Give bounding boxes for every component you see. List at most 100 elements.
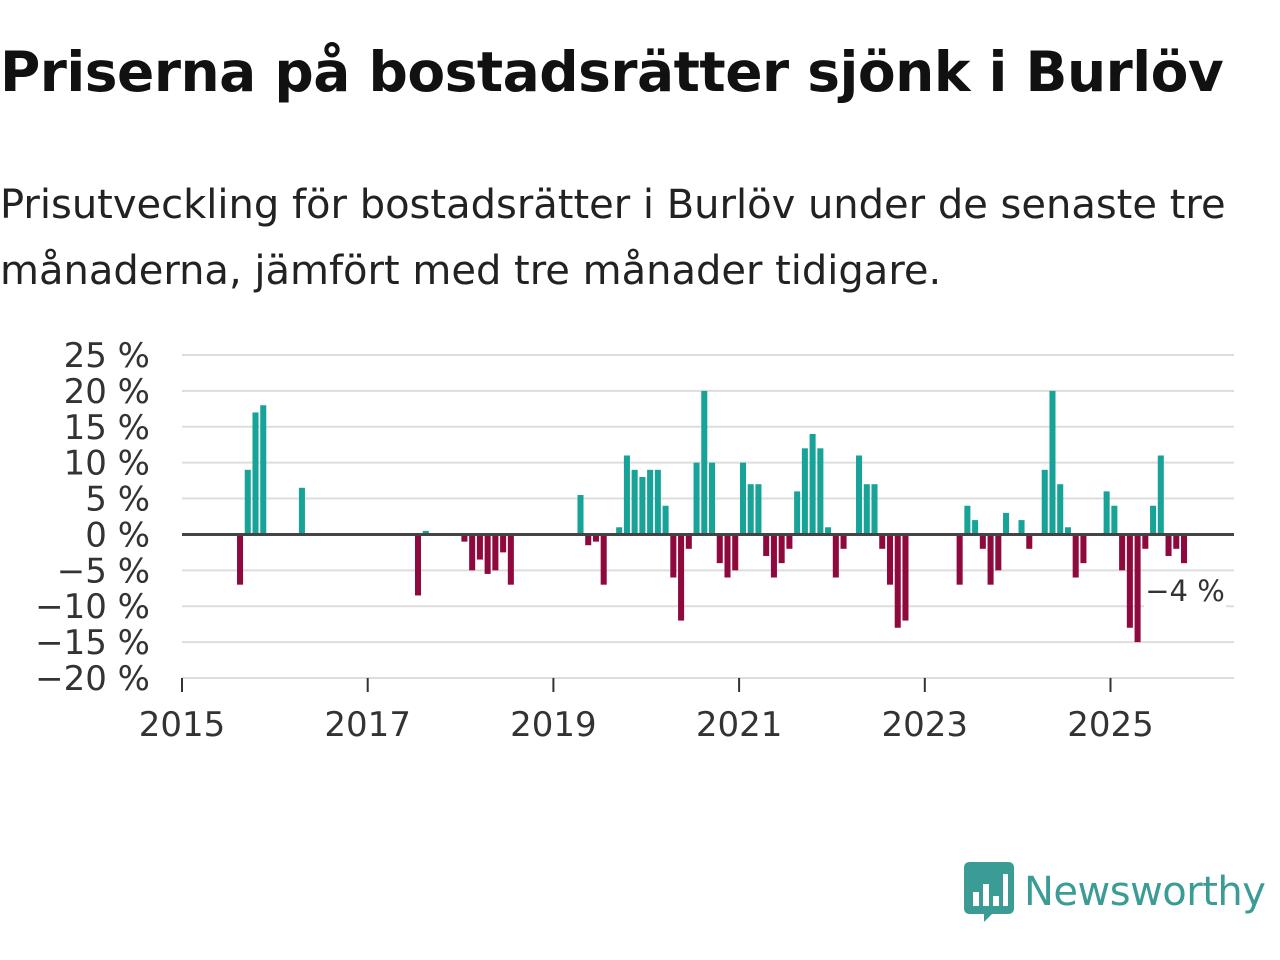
bar-2020-11 <box>724 534 731 578</box>
x-tick-label: 2021 <box>696 705 783 745</box>
bar-2023-09 <box>987 534 994 585</box>
y-tick-label: −5 % <box>57 551 150 591</box>
bar-2019-09 <box>616 527 623 535</box>
bar-2024-04 <box>1041 469 1048 535</box>
bar-2018-07 <box>507 534 514 585</box>
bar-2022-01 <box>832 534 839 578</box>
x-tick-label: 2015 <box>139 705 226 745</box>
y-tick-label: 10 % <box>64 444 150 484</box>
bar-2025-04 <box>1134 534 1141 643</box>
bar-2025-01 <box>1111 505 1118 535</box>
bar-2019-05 <box>585 534 592 546</box>
y-tick-label: 0 % <box>85 515 150 555</box>
bar-2021-06 <box>778 534 785 564</box>
bar-2023-05 <box>956 534 963 585</box>
bar-2015-09 <box>244 469 251 535</box>
newsworthy-chart-bubble-icon <box>964 862 1014 922</box>
bar-2020-07 <box>693 462 700 535</box>
bar-2024-09 <box>1080 534 1087 564</box>
bar-2025-10 <box>1181 534 1188 564</box>
bars <box>237 390 1188 643</box>
bar-2021-07 <box>786 534 793 549</box>
bar-2021-08 <box>794 491 801 535</box>
bar-2021-11 <box>817 448 824 535</box>
bar-2019-11 <box>631 469 638 535</box>
y-tick-label: 5 % <box>85 480 150 520</box>
gridlines <box>182 354 1234 679</box>
x-tick-label: 2019 <box>510 705 597 745</box>
bar-2024-05 <box>1049 390 1056 535</box>
bar-2024-01 <box>1018 520 1025 535</box>
bar-2021-01 <box>739 462 746 535</box>
bar-2015-11 <box>260 405 267 535</box>
bar-2025-07 <box>1157 455 1164 535</box>
bar-2018-04 <box>484 534 491 574</box>
x-tick-label: 2023 <box>882 705 969 745</box>
bar-2015-10 <box>252 412 259 535</box>
bar-2021-05 <box>770 534 777 578</box>
bar-2022-10 <box>902 534 909 621</box>
bar-2018-02 <box>469 534 476 571</box>
bar-2020-04 <box>670 534 677 578</box>
bar-2019-06 <box>592 534 599 542</box>
bar-2017-07 <box>414 534 422 596</box>
bar-2020-05 <box>678 534 685 621</box>
bar-2022-09 <box>894 534 901 628</box>
y-tick-label: −15 % <box>35 623 150 663</box>
bar-2025-08 <box>1165 534 1172 556</box>
bar-2015-08 <box>237 534 244 585</box>
bar-2018-01 <box>461 534 468 542</box>
bar-chart: 25 %20 %15 %10 %5 %0 %−5 %−10 %−15 %−20 … <box>35 336 1234 745</box>
newsworthy-logo: Newsworthy <box>964 862 1266 922</box>
bar-2021-09 <box>801 448 808 535</box>
bar-2018-06 <box>500 534 507 553</box>
bar-2020-02 <box>654 469 661 535</box>
chart-title: Priserna på bostadsrätter sjönk i Burlöv <box>0 40 1224 104</box>
y-tick-label: 20 % <box>64 372 150 412</box>
bar-2022-08 <box>886 534 894 585</box>
bar-2020-01 <box>647 469 654 535</box>
bar-2024-06 <box>1057 484 1064 535</box>
bar-2020-12 <box>732 534 739 571</box>
bar-2020-08 <box>701 390 708 535</box>
bar-2020-06 <box>685 534 692 549</box>
bar-2020-10 <box>716 534 723 564</box>
bar-2021-03 <box>755 484 762 535</box>
y-tick-label: 25 % <box>64 336 150 376</box>
bar-2018-05 <box>492 534 499 571</box>
bar-2018-03 <box>476 534 483 560</box>
bar-2021-12 <box>825 527 832 535</box>
axes <box>181 532 1234 692</box>
y-tick-label: −10 % <box>35 587 150 627</box>
bar-2019-12 <box>639 477 646 535</box>
bar-2021-04 <box>763 534 770 556</box>
bar-2019-07 <box>600 534 607 585</box>
last-value-annotation: −4 % <box>1145 574 1225 608</box>
bar-2020-03 <box>662 505 669 535</box>
bar-2016-04 <box>298 487 305 535</box>
bar-2020-09 <box>709 462 716 535</box>
bar-2024-08 <box>1072 534 1079 578</box>
bar-2022-04 <box>856 455 863 535</box>
y-tick-label: 15 % <box>64 408 150 448</box>
bar-2024-02 <box>1026 534 1033 549</box>
chart-subtitle: Prisutveckling för bostadsrätter i Burlö… <box>0 182 1226 294</box>
bar-2019-10 <box>623 455 630 535</box>
bar-2024-12 <box>1103 491 1110 535</box>
bar-2025-09 <box>1173 534 1180 549</box>
bar-2025-03 <box>1126 534 1133 628</box>
bar-2023-10 <box>995 534 1002 571</box>
bar-2023-07 <box>972 520 979 535</box>
bar-2022-05 <box>863 484 870 535</box>
bar-2025-05 <box>1142 534 1149 549</box>
y-tick-label: −20 % <box>35 659 150 699</box>
brand-name: Newsworthy <box>1024 869 1266 915</box>
bar-2025-02 <box>1119 534 1126 571</box>
bar-2022-02 <box>840 534 847 549</box>
annotation-background <box>1144 575 1227 612</box>
x-tick-label: 2025 <box>1067 705 1154 745</box>
x-tick-label: 2017 <box>324 705 411 745</box>
bar-2023-08 <box>979 534 986 549</box>
bar-2017-08 <box>422 530 429 535</box>
bar-2024-07 <box>1064 527 1071 535</box>
